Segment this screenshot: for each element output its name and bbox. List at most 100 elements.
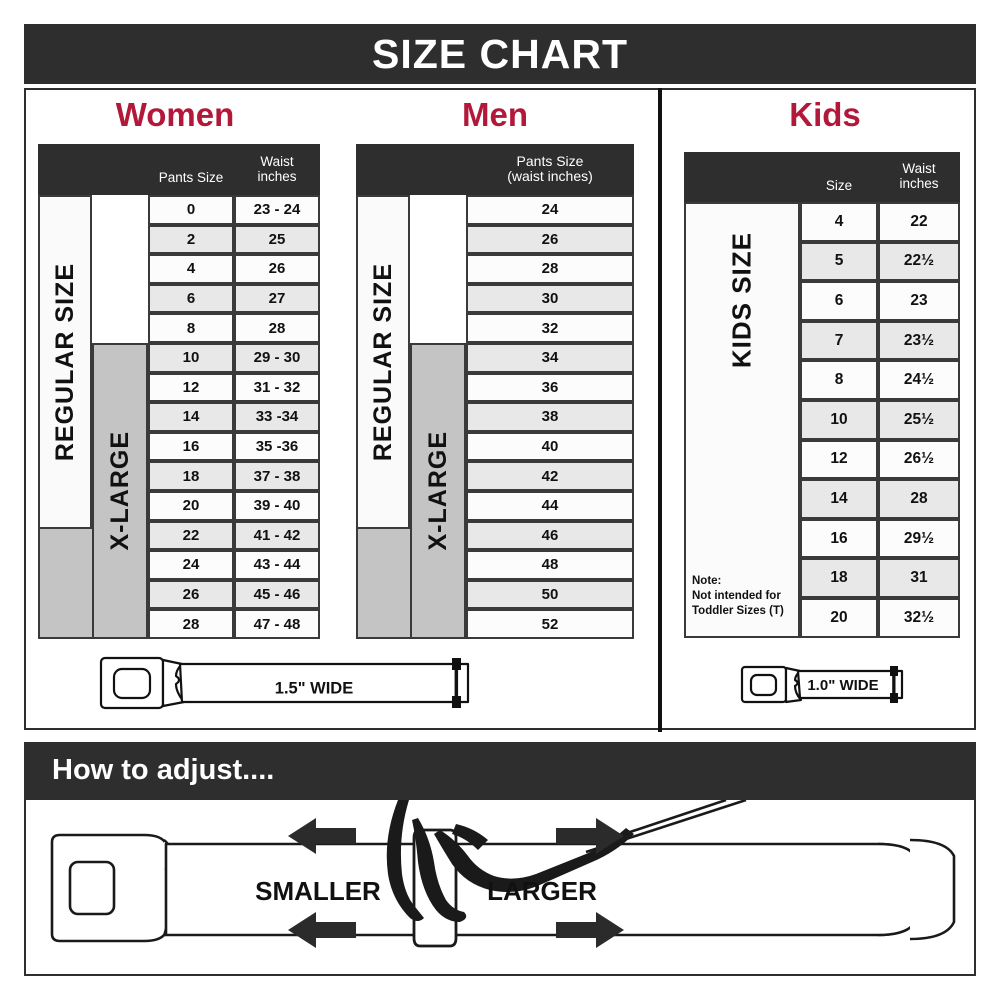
kids-cell-size: 8 bbox=[800, 360, 878, 400]
men-cell-size: 50 bbox=[466, 579, 634, 610]
women-header-pants-size: Pants Size bbox=[158, 170, 224, 185]
kids-cell-size: 14 bbox=[800, 479, 878, 519]
men-cell-size: 32 bbox=[466, 313, 634, 343]
kids-category-label: KIDS SIZE bbox=[726, 232, 757, 369]
kids-cell-size: 4 bbox=[800, 202, 878, 242]
women-cell-waist: 26 bbox=[234, 254, 320, 284]
how-to-adjust-heading: How to adjust.... bbox=[52, 753, 275, 786]
section-heading-women: Women bbox=[115, 96, 235, 133]
women-cell-waist: 35 -36 bbox=[234, 431, 320, 462]
section-divider bbox=[658, 88, 662, 732]
women-cell-size: 16 bbox=[148, 431, 234, 462]
men-cell-size: 52 bbox=[466, 609, 634, 639]
kids-cell-waist: 31 bbox=[878, 558, 960, 598]
women-cell-size: 22 bbox=[148, 520, 234, 551]
men-category-xlarge-label: X-LARGE bbox=[423, 431, 452, 551]
women-cell-waist: 27 bbox=[234, 283, 320, 314]
how-to-adjust-bar: How to adjust.... bbox=[24, 742, 976, 798]
men-header-pants-size: Pants Size (waist inches) bbox=[466, 154, 634, 184]
kids-category: KIDS SIZE bbox=[684, 202, 800, 638]
women-cell-size: 18 bbox=[148, 461, 234, 491]
kids-header-size: Size bbox=[825, 178, 853, 193]
men-table-header: Pants Size (waist inches) bbox=[356, 144, 634, 195]
women-cell-size: 26 bbox=[148, 579, 234, 610]
kids-cell-waist: 29½ bbox=[878, 518, 960, 559]
smaller-label: SMALLER bbox=[255, 876, 381, 906]
kids-cell-size: 16 bbox=[800, 518, 878, 559]
women-xlarge-underlay bbox=[38, 529, 94, 639]
women-category-xlarge-label: X-LARGE bbox=[105, 431, 134, 551]
men-cell-size: 48 bbox=[466, 550, 634, 580]
men-cell-size: 24 bbox=[466, 195, 634, 225]
kids-cell-waist: 24½ bbox=[878, 360, 960, 400]
kids-note-line1: Note: bbox=[692, 574, 722, 587]
kids-note: Note: Not intended for Toddler Sizes (T) bbox=[692, 574, 796, 619]
men-cell-size: 46 bbox=[466, 520, 634, 551]
section-heading-kids: Kids bbox=[789, 96, 861, 133]
kids-cell-waist: 26½ bbox=[878, 439, 960, 480]
women-cell-waist: 41 - 42 bbox=[234, 520, 320, 551]
arrow-left-bottom bbox=[288, 912, 356, 948]
belt-diagram-wide: 1.5" WIDE bbox=[99, 656, 470, 710]
arrow-right-top bbox=[556, 818, 624, 854]
belt-diagram-narrow: 1.0" WIDE bbox=[740, 665, 904, 704]
women-cell-size: 20 bbox=[148, 491, 234, 521]
women-header-waist-line1: Waist bbox=[260, 154, 294, 169]
women-cell-size: 4 bbox=[148, 254, 234, 284]
kids-cell-size: 12 bbox=[800, 439, 878, 480]
larger-label: LARGER bbox=[487, 876, 597, 906]
women-cell-size: 2 bbox=[148, 224, 234, 255]
women-cell-size: 28 bbox=[148, 609, 234, 639]
kids-cell-waist: 22 bbox=[878, 202, 960, 242]
page-title: SIZE CHART bbox=[372, 30, 628, 77]
women-cell-size: 6 bbox=[148, 283, 234, 314]
kids-header-waist-line1: Waist bbox=[902, 161, 936, 176]
women-header-waist-inches: Waist inches bbox=[234, 154, 320, 184]
kids-header-waist-inches: Waist inches bbox=[878, 161, 960, 191]
women-cell-waist: 28 bbox=[234, 313, 320, 343]
women-category-regular: REGULAR SIZE bbox=[38, 195, 92, 530]
kids-cell-waist: 32½ bbox=[878, 598, 960, 638]
women-cell-size: 10 bbox=[148, 343, 234, 373]
men-cell-size: 26 bbox=[466, 224, 634, 255]
kids-header-waist-line2: inches bbox=[899, 176, 939, 191]
how-to-adjust-illustration: SMALLER LARGER bbox=[24, 798, 976, 976]
belt-width-label-narrow: 1.0" WIDE bbox=[807, 677, 878, 694]
men-cell-size: 42 bbox=[466, 461, 634, 491]
kids-cell-size: 18 bbox=[800, 558, 878, 598]
women-cell-waist: 45 - 46 bbox=[234, 579, 320, 610]
women-cell-size: 24 bbox=[148, 550, 234, 580]
men-cell-size: 30 bbox=[466, 283, 634, 314]
kids-cell-waist: 22½ bbox=[878, 241, 960, 282]
men-category-regular: REGULAR SIZE bbox=[356, 195, 410, 530]
women-cell-waist: 23 - 24 bbox=[234, 195, 320, 225]
arrow-left-top bbox=[288, 818, 356, 854]
kids-cell-waist: 23½ bbox=[878, 320, 960, 361]
men-category-regular-label: REGULAR SIZE bbox=[368, 263, 397, 462]
kids-cell-waist: 25½ bbox=[878, 400, 960, 440]
women-header-waist-line2: inches bbox=[257, 169, 297, 184]
kids-cell-size: 7 bbox=[800, 320, 878, 361]
men-category-xlarge: X-LARGE bbox=[410, 343, 466, 639]
women-cell-size: 14 bbox=[148, 402, 234, 432]
women-cell-waist: 31 - 32 bbox=[234, 372, 320, 403]
women-cell-waist: 29 - 30 bbox=[234, 343, 320, 373]
men-cell-size: 34 bbox=[466, 343, 634, 373]
men-cell-size: 38 bbox=[466, 402, 634, 432]
women-cell-waist: 37 - 38 bbox=[234, 461, 320, 491]
kids-cell-size: 20 bbox=[800, 598, 878, 638]
kids-cell-size: 5 bbox=[800, 241, 878, 282]
belt-adjust-svg: SMALLER LARGER bbox=[50, 798, 956, 948]
men-header-line1: Pants Size bbox=[516, 153, 584, 169]
kids-cell-size: 6 bbox=[800, 281, 878, 321]
women-category-xlarge: X-LARGE bbox=[92, 343, 148, 639]
kids-cell-waist: 28 bbox=[878, 479, 960, 519]
men-cell-size: 28 bbox=[466, 254, 634, 284]
kids-note-line2: Not intended for bbox=[692, 589, 781, 602]
women-cell-waist: 47 - 48 bbox=[234, 609, 320, 639]
men-header-line2: (waist inches) bbox=[507, 168, 593, 184]
kids-note-line3: Toddler Sizes (T) bbox=[692, 604, 784, 617]
women-cell-waist: 39 - 40 bbox=[234, 491, 320, 521]
men-cell-size: 36 bbox=[466, 372, 634, 403]
